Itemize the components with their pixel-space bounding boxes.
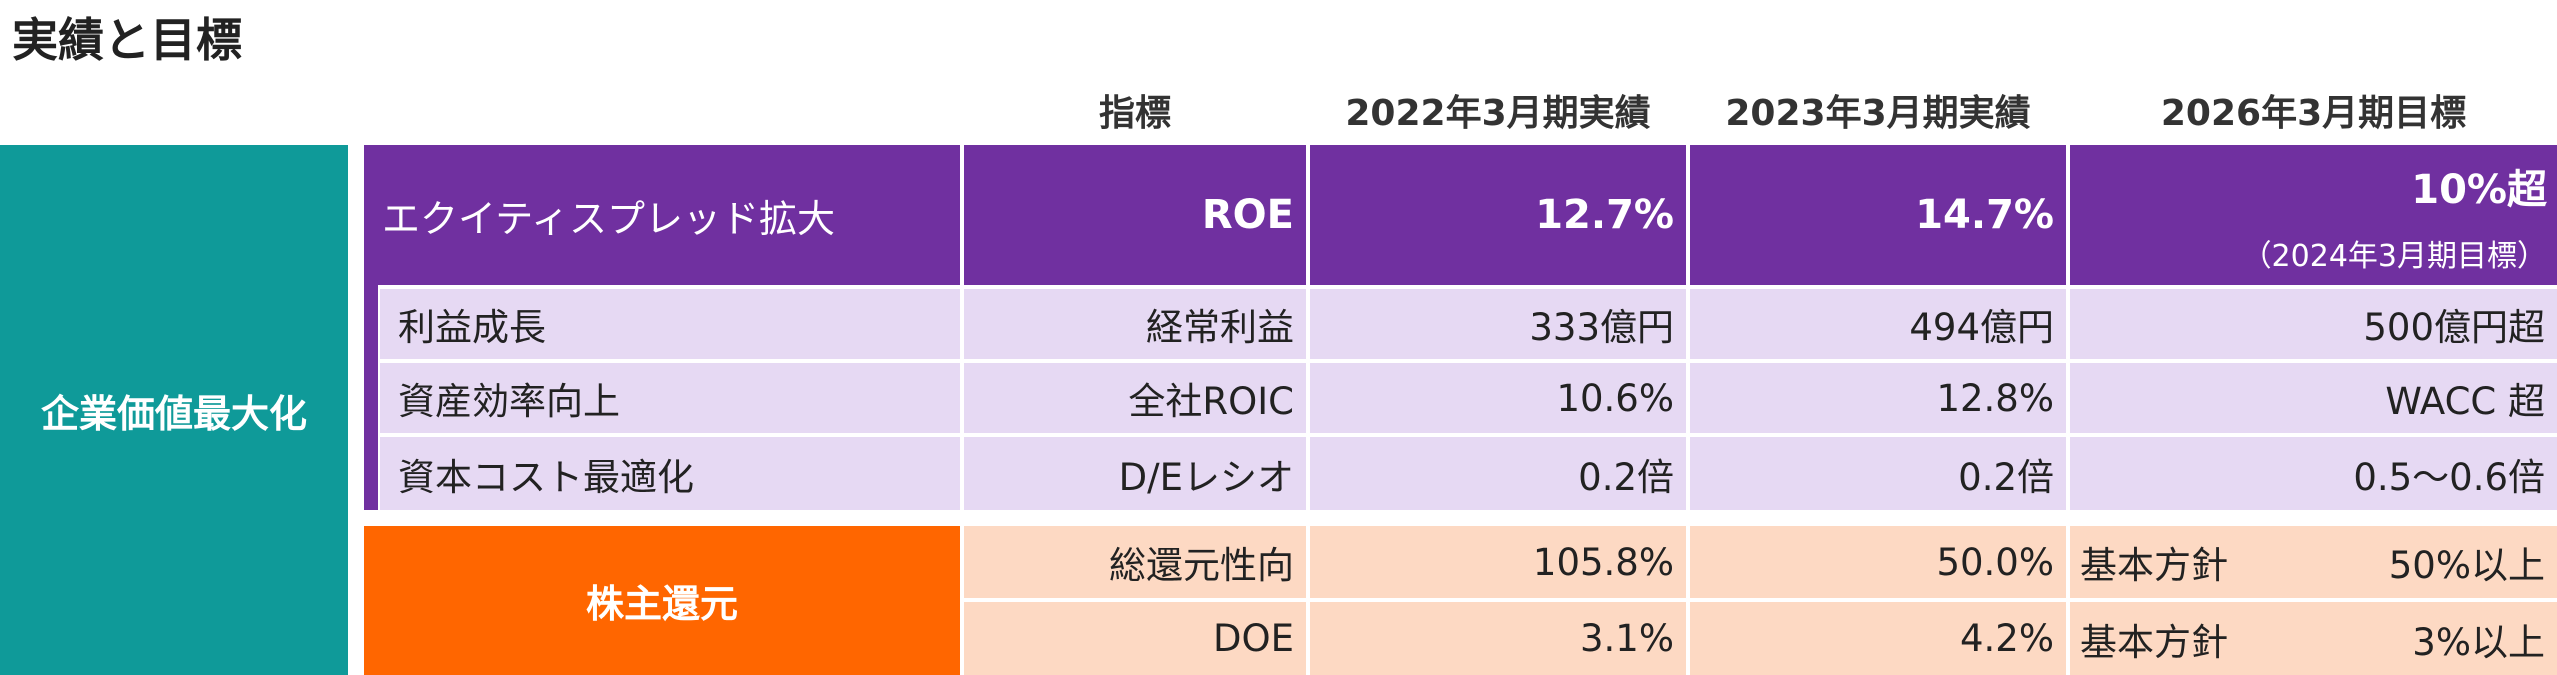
payout-ratio-fy2023: 50.0% bbox=[1690, 526, 2066, 598]
row-profit-growth-indicator: 経常利益 bbox=[964, 289, 1306, 359]
page-title: 実績と目標 bbox=[12, 13, 242, 67]
roe-row-label: エクイティスプレッド拡大 bbox=[364, 145, 960, 285]
payout-ratio-indicator: 総還元性向 bbox=[964, 526, 1306, 598]
row-profit-growth-label: 利益成長 bbox=[380, 289, 960, 359]
roe-row-fy2026: 10%超 （2024年3月期目標） bbox=[2070, 145, 2557, 285]
row-asset-efficiency-fy2023: 12.8% bbox=[1690, 363, 2066, 433]
row-capital-cost-fy2022: 0.2倍 bbox=[1310, 437, 1686, 510]
row-asset-efficiency-indicator: 全社ROIC bbox=[964, 363, 1306, 433]
doe-indicator: DOE bbox=[964, 602, 1306, 675]
roe-row-fy2023: 14.7% bbox=[1690, 145, 2066, 285]
header-fy2026: 2026年3月期目標 bbox=[2160, 93, 2467, 134]
doe-fy2026: 基本方針 3%以上 bbox=[2070, 602, 2557, 675]
roe-row-fy2022: 12.7% bbox=[1310, 145, 1686, 285]
header-fy2023: 2023年3月期実績 bbox=[1725, 93, 2031, 134]
doe-fy2022: 3.1% bbox=[1310, 602, 1686, 675]
row-profit-growth-fy2023: 494億円 bbox=[1690, 289, 2066, 359]
row-capital-cost-fy2023: 0.2倍 bbox=[1690, 437, 2066, 510]
roe-target-value: 10%超 bbox=[2411, 167, 2547, 213]
doe-target: 3%以上 bbox=[2412, 620, 2545, 664]
shareholder-return-label: 株主還元 bbox=[364, 526, 960, 675]
roe-row-indicator: ROE bbox=[964, 145, 1306, 285]
row-asset-efficiency-fy2022: 10.6% bbox=[1310, 363, 1686, 433]
row-asset-efficiency-fy2026: WACC 超 bbox=[2070, 363, 2557, 433]
payout-ratio-policy: 基本方針 bbox=[2080, 544, 2228, 587]
row-capital-cost-fy2026: 0.5〜0.6倍 bbox=[2070, 437, 2557, 510]
row-capital-cost-label: 資本コスト最適化 bbox=[380, 437, 960, 510]
roe-target-note: （2024年3月期目標） bbox=[2241, 239, 2547, 274]
header-fy2022: 2022年3月期実績 bbox=[1345, 93, 1651, 134]
row-capital-cost-indicator: D/Eレシオ bbox=[964, 437, 1306, 510]
corporate-value-label: 企業価値最大化 bbox=[0, 145, 348, 675]
payout-ratio-target: 50%以上 bbox=[2388, 544, 2545, 587]
payout-ratio-fy2022: 105.8% bbox=[1310, 526, 1686, 598]
row-profit-growth-fy2022: 333億円 bbox=[1310, 289, 1686, 359]
row-asset-efficiency-label: 資産効率向上 bbox=[380, 363, 960, 433]
payout-ratio-fy2026: 基本方針 50%以上 bbox=[2070, 526, 2557, 598]
header-indicator: 指標 bbox=[1098, 93, 1171, 134]
doe-fy2023: 4.2% bbox=[1690, 602, 2066, 675]
kpi-group-edge bbox=[364, 285, 378, 510]
doe-policy: 基本方針 bbox=[2080, 620, 2228, 664]
row-profit-growth-fy2026: 500億円超 bbox=[2070, 289, 2557, 359]
